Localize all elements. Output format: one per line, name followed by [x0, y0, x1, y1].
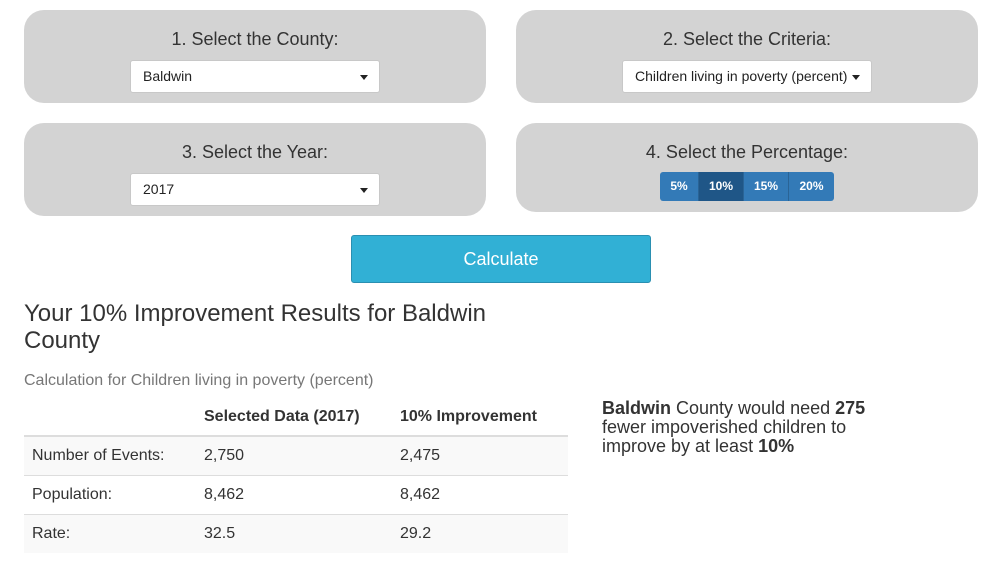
results-table: Selected Data (2017) 10% Improvement Num…	[24, 398, 568, 553]
year-select-value: 2017	[143, 181, 175, 197]
percentage-panel-title: 4. Select the Percentage:	[645, 142, 849, 162]
row-improved-value: 2,475	[392, 435, 568, 475]
chevron-down-icon	[360, 188, 368, 193]
percentage-15-button[interactable]: 15%	[744, 172, 789, 201]
table-row: Population: 8,462 8,462	[24, 474, 568, 514]
criteria-select-value: Children living in poverty (percent)	[635, 68, 848, 84]
table-row: Number of Events: 2,750 2,475	[24, 435, 568, 475]
summary-text-part2: fewer impoverished children to improve b…	[602, 417, 847, 456]
percentage-10-button[interactable]: 10%	[699, 172, 744, 201]
chevron-down-icon	[360, 75, 368, 80]
year-select[interactable]: 2017	[130, 173, 380, 206]
results-title: Your 10% Improvement Results for Baldwin…	[24, 300, 486, 354]
year-panel-title: 3. Select the Year:	[181, 142, 329, 162]
criteria-select[interactable]: Children living in poverty (percent)	[622, 60, 872, 93]
summary-percent: 10%	[758, 436, 795, 456]
row-label: Number of Events:	[24, 435, 196, 475]
row-selected-value: 32.5	[196, 513, 392, 553]
summary-text-part1: County would need	[671, 398, 836, 418]
row-improved-value: 29.2	[392, 513, 568, 553]
county-panel-title: 1. Select the County:	[171, 29, 339, 49]
chevron-down-icon	[852, 75, 860, 80]
percentage-5-button[interactable]: 5%	[660, 172, 699, 201]
summary-count: 275	[835, 398, 866, 418]
row-selected-value: 2,750	[196, 435, 392, 475]
table-row: Rate: 32.5 29.2	[24, 513, 568, 553]
year-panel: 3. Select the Year: 2017	[24, 123, 486, 216]
criteria-panel-title: 2. Select the Criteria:	[662, 29, 832, 49]
row-label: Population:	[24, 474, 196, 514]
percentage-20-button[interactable]: 20%	[789, 172, 834, 201]
summary-county: Baldwin	[602, 398, 672, 418]
calculation-label: Calculation for Children living in pover…	[24, 372, 374, 389]
county-select-value: Baldwin	[143, 68, 193, 84]
county-panel: 1. Select the County: Baldwin	[24, 10, 486, 103]
row-label: Rate:	[24, 513, 196, 553]
calculate-button[interactable]: Calculate	[351, 235, 651, 283]
summary-text: Baldwin County would need 275 fewer impo…	[602, 399, 882, 456]
table-header-selected: Selected Data (2017)	[196, 398, 392, 437]
criteria-panel: 2. Select the Criteria: Children living …	[516, 10, 978, 103]
table-header-improvement: 10% Improvement	[392, 398, 568, 437]
table-header-row: Selected Data (2017) 10% Improvement	[24, 398, 568, 437]
table-header-empty	[24, 398, 196, 437]
row-improved-value: 8,462	[392, 474, 568, 514]
row-selected-value: 8,462	[196, 474, 392, 514]
county-select[interactable]: Baldwin	[130, 60, 380, 93]
percentage-button-group: 5% 10% 15% 20%	[660, 172, 834, 201]
percentage-panel: 4. Select the Percentage: 5% 10% 15% 20%	[516, 123, 978, 212]
